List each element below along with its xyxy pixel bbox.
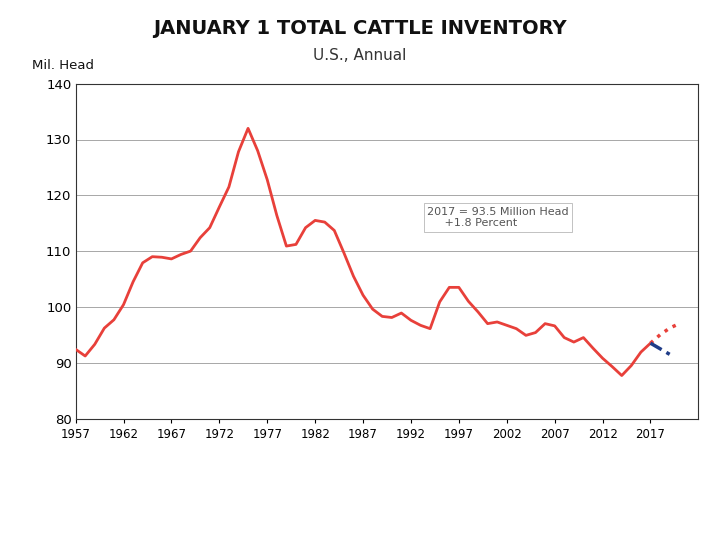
Text: Data Source:  USDA-NASS; Forecasts by LMIC: Data Source: USDA-NASS; Forecasts by LMI… (407, 475, 659, 485)
Text: Mil. Head: Mil. Head (32, 59, 94, 72)
Text: U.S., Annual: U.S., Annual (313, 48, 407, 63)
Text: Extension and Outreach/Department of Economics: Extension and Outreach/Department of Eco… (9, 511, 274, 522)
Text: Ag Decision Maker: Ag Decision Maker (475, 513, 652, 530)
Text: 2017 = 93.5 Million Head
     +1.8 Percent: 2017 = 93.5 Million Head +1.8 Percent (428, 207, 569, 228)
Text: JANUARY 1 TOTAL CATTLE INVENTORY: JANUARY 1 TOTAL CATTLE INVENTORY (153, 19, 567, 38)
Text: IOWA STATE UNIVERSITY: IOWA STATE UNIVERSITY (9, 472, 225, 487)
